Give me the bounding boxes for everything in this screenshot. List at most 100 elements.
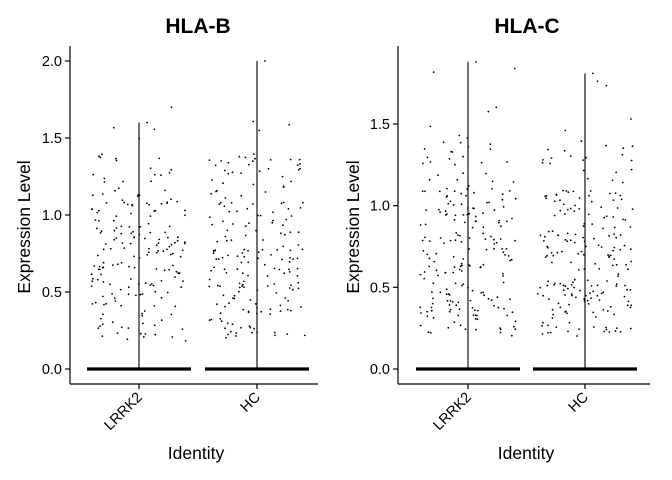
data-point [588,194,590,197]
data-point [589,292,591,294]
data-point [428,257,431,260]
data-point [298,158,301,161]
data-point [160,280,163,282]
data-point [109,247,112,250]
data-point [511,311,514,314]
data-point [123,201,126,204]
data-point [602,291,605,294]
data-point [468,237,471,239]
data-point [301,248,304,251]
data-point [592,311,594,314]
data-point [117,263,119,266]
data-point [99,232,102,234]
data-point [629,289,632,291]
data-point [460,192,463,195]
data-point [101,323,104,326]
data-point [94,301,97,304]
data-point [138,257,141,259]
data-point [585,294,587,297]
data-point [444,271,447,274]
data-point [241,272,244,275]
data-point [423,148,426,150]
data-point [469,265,471,267]
data-point [448,304,451,306]
data-point [164,231,167,234]
data-point [170,313,173,316]
data-point [467,207,469,209]
data-point [102,266,105,269]
data-point [491,188,493,190]
data-point-max [146,121,148,124]
data-point [231,323,234,326]
data-point [611,179,614,182]
data-point [299,163,301,165]
data-point [473,191,475,194]
data-point [623,244,626,247]
data-point [547,280,549,283]
data-point [147,222,150,225]
data-point [447,202,450,205]
data-point [240,261,243,264]
data-point [489,148,492,150]
data-point [475,328,477,331]
data-point [550,252,553,254]
data-point [240,326,242,329]
data-point [435,252,438,255]
data-point [133,255,136,258]
data-point [219,317,222,320]
data-point [176,239,179,242]
data-point [582,225,585,228]
data-point [290,215,293,217]
data-point [559,306,562,309]
data-point [224,197,227,199]
data-point [240,194,243,197]
data-point [210,269,213,272]
data-point [184,241,186,243]
data-point [127,327,130,329]
data-point [424,190,426,193]
data-point [120,225,123,228]
data-point [158,238,161,241]
data-point [473,207,475,210]
data-point [625,263,627,266]
data-point [590,297,592,300]
data-point [227,333,230,336]
data-point [166,248,168,251]
data-point [614,192,617,195]
data-point [153,210,156,213]
data-point [426,315,429,318]
data-point [447,326,450,329]
data-point [593,237,595,240]
data-point [629,248,632,251]
data-point [542,159,544,161]
data-point [266,275,269,277]
data-point [236,255,239,258]
data-point [429,125,432,128]
data-point [462,214,465,216]
data-point [557,234,559,237]
data-point [252,120,255,123]
data-point [613,233,615,235]
data-point [602,308,605,311]
data-point [466,213,469,216]
data-point [482,291,485,294]
data-point [224,305,227,308]
data-point [219,312,222,314]
data-point [259,214,262,217]
data-point [181,249,184,252]
data-point [493,209,496,212]
data-point [605,144,607,147]
data-point [279,304,282,307]
data-point [98,220,100,222]
data-point [281,175,284,178]
data-point [453,266,456,268]
data-point [584,245,587,247]
data-point [552,254,555,257]
data-point [154,333,157,336]
data-point [105,201,108,204]
data-point [482,232,484,235]
data-point [468,185,470,187]
data-point [130,232,133,235]
data-point [115,159,118,162]
